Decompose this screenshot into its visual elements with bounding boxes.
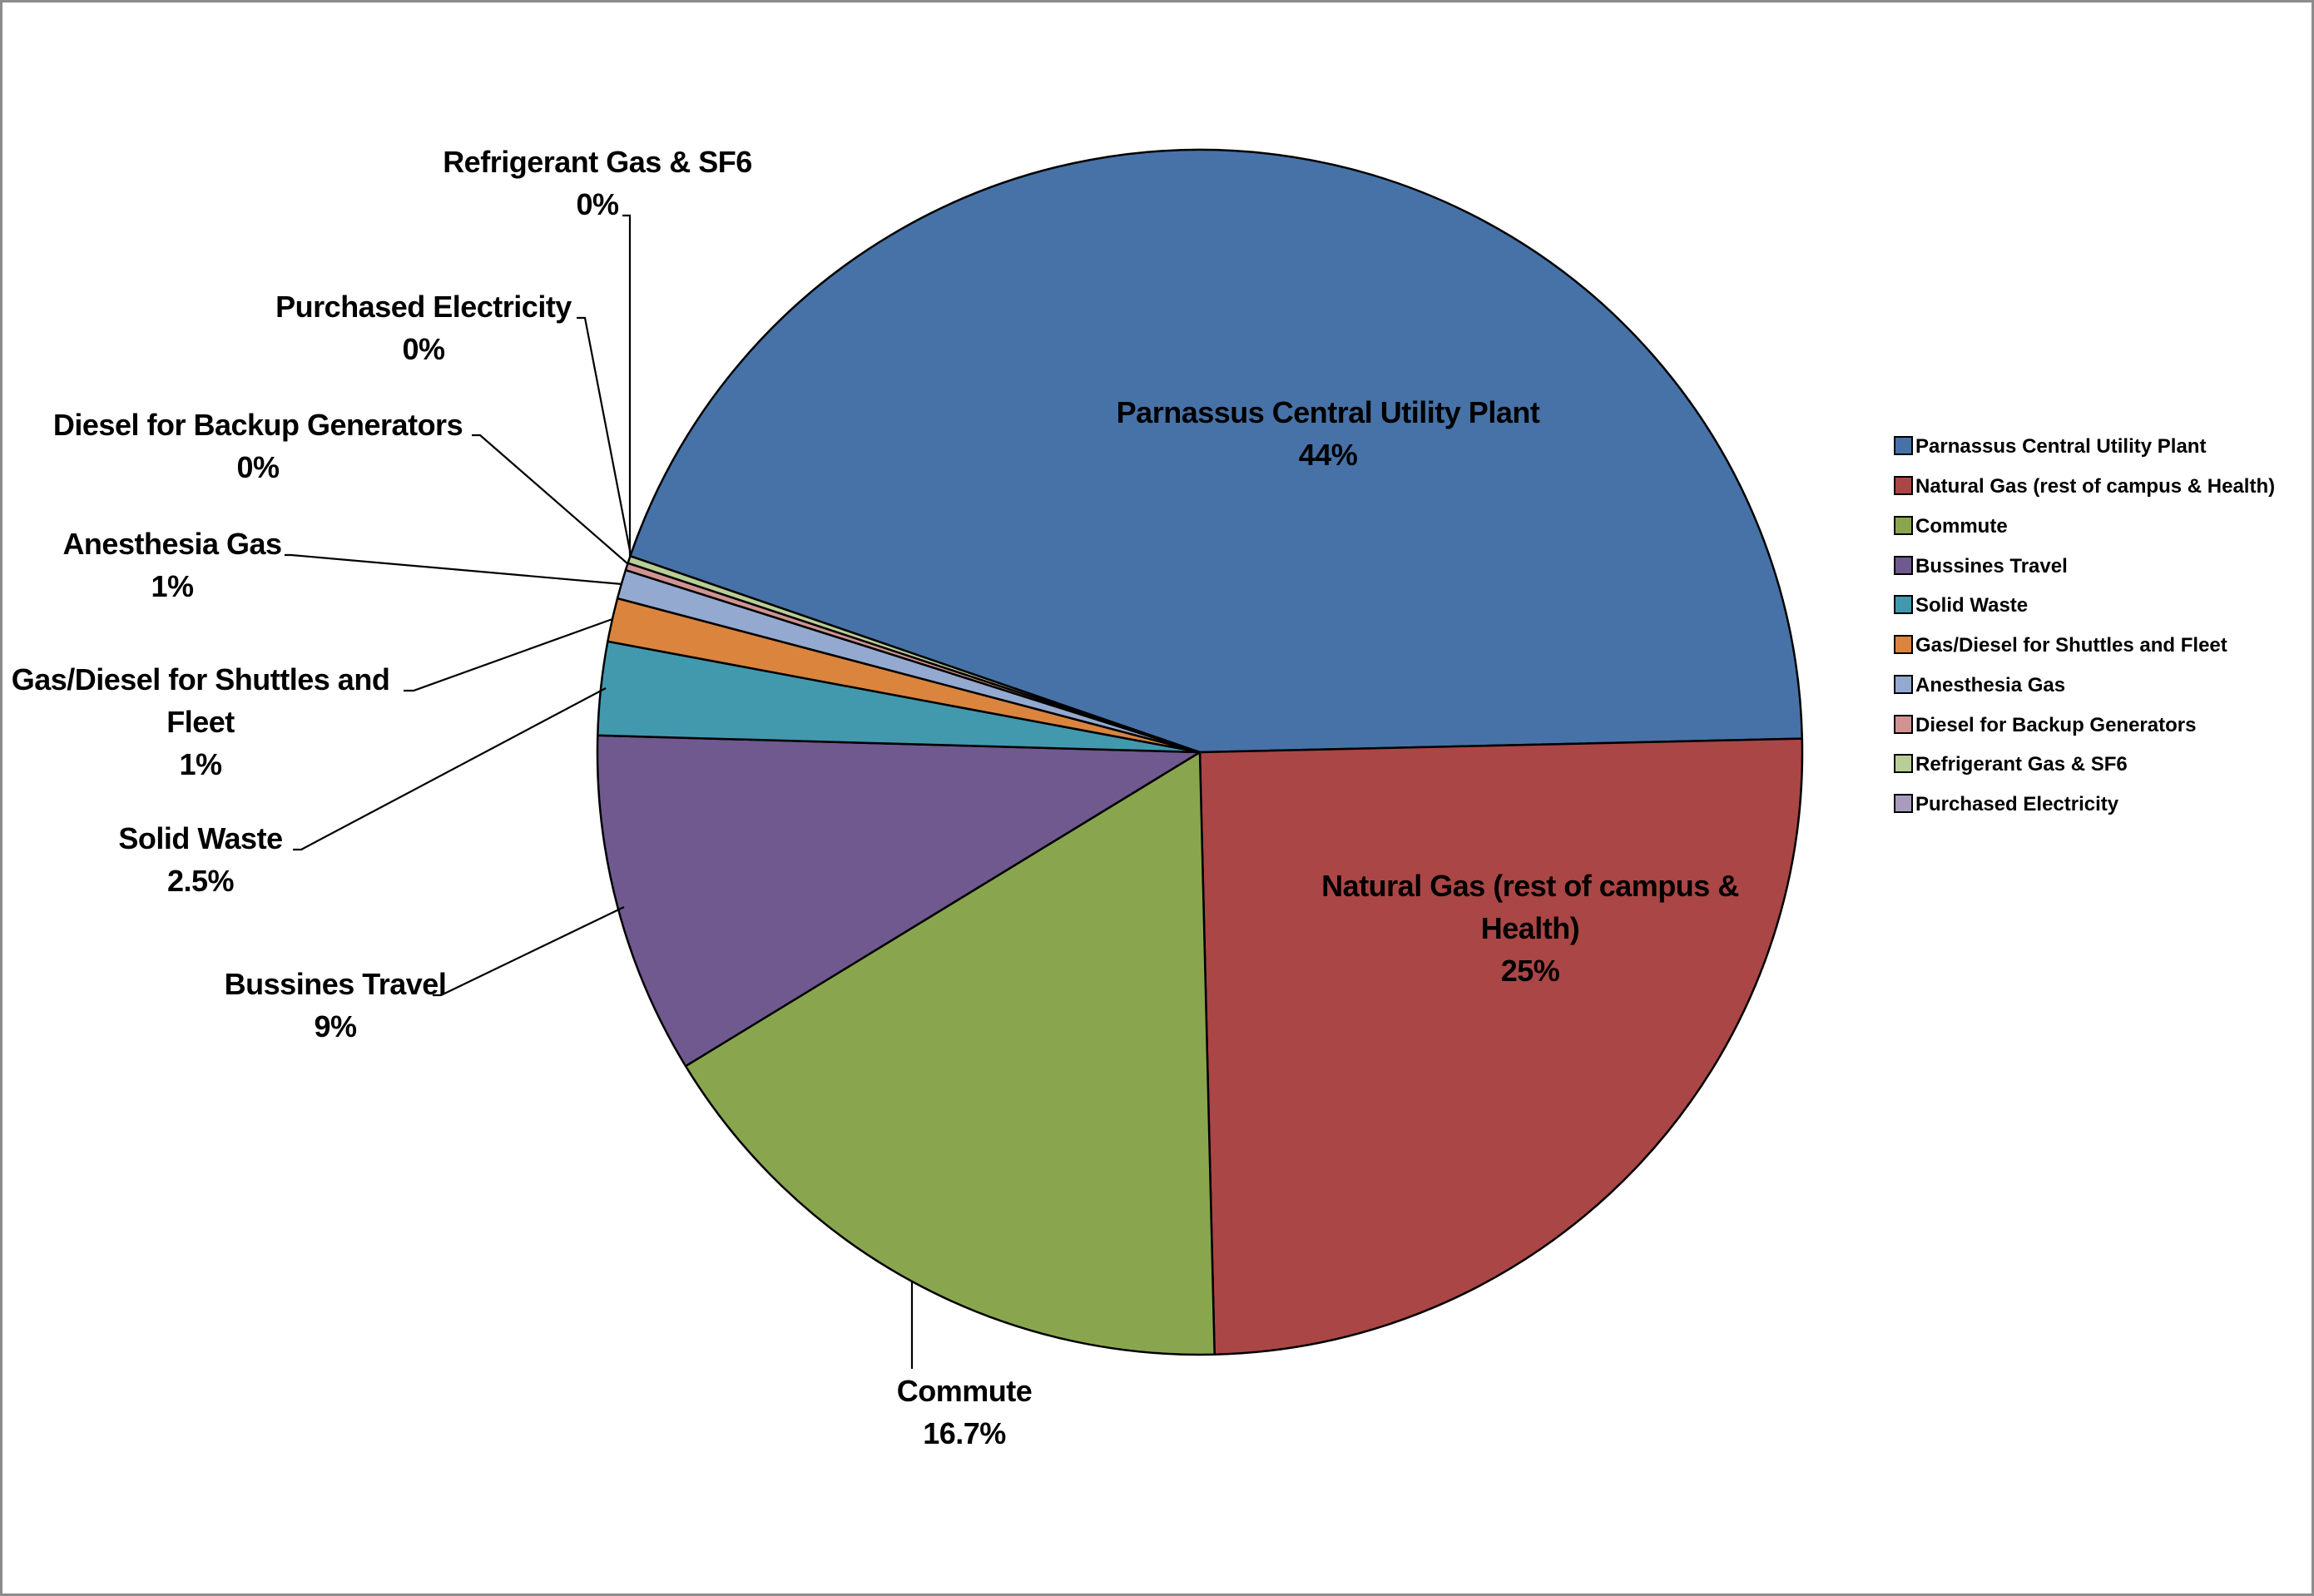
label-refrigerant-name: Refrigerant Gas & SF6	[443, 145, 752, 179]
legend-item: Bussines Travel	[1894, 555, 2068, 577]
label-commute-name: Commute	[897, 1374, 1033, 1408]
legend-item: Solid Waste	[1894, 594, 2028, 617]
legend-swatch	[1894, 516, 1913, 535]
legend-label: Solid Waste	[1915, 594, 2028, 617]
legend: Parnassus Central Utility Plant Natural …	[1894, 435, 2275, 815]
legend-swatch	[1894, 436, 1913, 455]
leader-refrigerant	[622, 214, 632, 556]
label-diesel-backup-pct: 0%	[236, 450, 280, 484]
pie-slice-parnassus-central-utility-plant	[629, 148, 1804, 754]
legend-label: Commute	[1915, 515, 2008, 538]
legend-swatch	[1894, 715, 1913, 734]
legend-swatch	[1894, 476, 1913, 495]
legend-item: Purchased Electricity	[1894, 793, 2119, 815]
label-solid-waste-name: Solid Waste	[118, 821, 282, 855]
label-bussines-pct: 9%	[314, 1009, 357, 1043]
pie-slice-commute	[684, 751, 1216, 1356]
leader-lines	[285, 214, 914, 1369]
leader-solid-waste	[293, 687, 607, 851]
label-gas-diesel-name-2: Fleet	[166, 705, 235, 739]
leader-gas-diesel	[404, 617, 613, 692]
label-solid-waste-pct: 2.5%	[167, 864, 235, 898]
label-purchased-name: Purchased Electricity	[275, 290, 572, 324]
label-natural-gas-name-2: Health)	[1481, 911, 1580, 945]
label-natural-gas-pct: 25%	[1501, 954, 1560, 988]
label-parnassus-pct: 44%	[1299, 438, 1358, 472]
leader-anesthesia	[285, 553, 623, 586]
legend-label: Bussines Travel	[1915, 555, 2068, 577]
label-anesthesia-pct: 1%	[151, 569, 194, 603]
legend-label: Gas/Diesel for Shuttles and Fleet	[1915, 634, 2227, 657]
label-parnassus-name: Parnassus Central Utility Plant	[1117, 395, 1540, 429]
label-anesthesia-name: Anesthesia Gas	[62, 527, 281, 561]
leader-bussines	[433, 906, 625, 997]
legend-item: Anesthesia Gas	[1894, 674, 2065, 696]
legend-label: Natural Gas (rest of campus & Health)	[1915, 475, 2275, 498]
legend-swatch	[1894, 635, 1913, 654]
legend-label: Diesel for Backup Generators	[1915, 714, 2196, 736]
legend-item: Commute	[1894, 515, 2008, 538]
legend-swatch	[1894, 675, 1913, 694]
pie-slices	[596, 148, 1804, 1356]
label-gas-diesel-pct: 1%	[179, 747, 222, 781]
label-gas-diesel-name: Gas/Diesel for Shuttles and	[12, 662, 390, 696]
legend-label: Purchased Electricity	[1915, 793, 2119, 815]
leader-purchased-electricity	[577, 316, 632, 556]
legend-label: Anesthesia Gas	[1915, 674, 2065, 696]
legend-swatch	[1894, 794, 1913, 813]
leader-diesel-backup	[472, 434, 629, 565]
label-diesel-backup-name: Diesel for Backup Generators	[53, 408, 463, 442]
legend-item: Parnassus Central Utility Plant	[1894, 435, 2206, 458]
legend-item: Natural Gas (rest of campus & Health)	[1894, 475, 2275, 498]
legend-label: Parnassus Central Utility Plant	[1915, 435, 2206, 458]
label-refrigerant-pct: 0%	[576, 187, 619, 221]
label-natural-gas-name: Natural Gas (rest of campus &	[1321, 869, 1739, 903]
pie-slice-natural-gas-rest-of-campus-health	[1198, 737, 1804, 1356]
pie-slice-bussines-travel	[596, 734, 1202, 1068]
legend-item: Gas/Diesel for Shuttles and Fleet	[1894, 634, 2227, 657]
legend-label: Refrigerant Gas & SF6	[1915, 753, 2128, 776]
legend-swatch	[1894, 595, 1913, 614]
label-commute-pct: 16.7%	[923, 1416, 1006, 1450]
legend-item: Diesel for Backup Generators	[1894, 714, 2196, 736]
label-bussines-name: Bussines Travel	[225, 967, 447, 1001]
legend-swatch	[1894, 556, 1913, 575]
legend-swatch	[1894, 754, 1913, 773]
legend-item: Refrigerant Gas & SF6	[1894, 753, 2128, 776]
label-purchased-pct: 0%	[402, 332, 445, 366]
